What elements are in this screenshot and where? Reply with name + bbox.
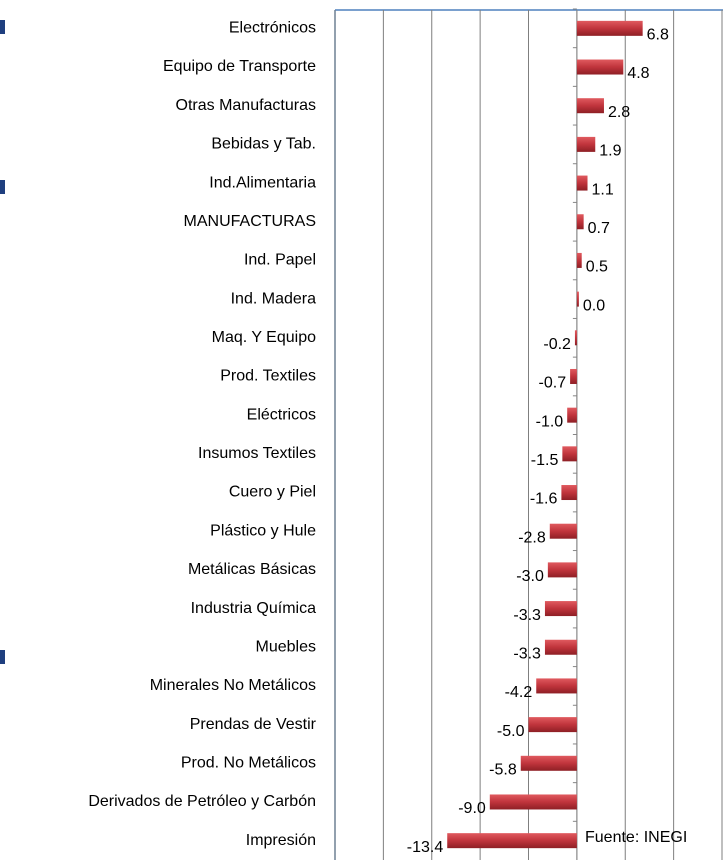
bar xyxy=(576,175,588,191)
value-label: -9.0 xyxy=(458,800,486,817)
value-label: -13.4 xyxy=(407,839,444,856)
value-label: 0.0 xyxy=(583,297,605,314)
bar xyxy=(489,794,577,810)
value-label: -2.8 xyxy=(518,529,546,546)
value-label: -1.0 xyxy=(536,413,564,430)
bar xyxy=(576,98,604,114)
value-label: -3.3 xyxy=(513,645,541,662)
category-label: Ind.Alimentaria xyxy=(209,174,316,191)
category-label: Electrónicos xyxy=(229,20,316,37)
category-label: Industria Química xyxy=(191,600,316,617)
decoration xyxy=(0,180,5,194)
category-label: Muebles xyxy=(256,638,316,655)
category-label: Derivados de Petróleo y Carbón xyxy=(88,793,316,810)
value-label: 1.9 xyxy=(599,143,621,160)
bar xyxy=(576,214,584,230)
bar xyxy=(576,20,643,36)
value-label: -5.8 xyxy=(489,762,517,779)
category-label: Metálicas Básicas xyxy=(188,561,316,578)
value-label: -1.5 xyxy=(531,452,559,469)
decoration xyxy=(0,650,5,664)
category-label: Prendas de Vestir xyxy=(190,716,317,733)
decoration xyxy=(0,20,5,34)
category-label: Prod. Textiles xyxy=(220,368,316,385)
value-label: 0.5 xyxy=(586,259,608,276)
value-label: 2.8 xyxy=(608,104,630,121)
category-label: Cuero y Piel xyxy=(229,484,316,501)
category-label: Bebidas y Tab. xyxy=(211,136,316,153)
category-label: MANUFACTURAS xyxy=(184,213,316,230)
bar xyxy=(520,755,577,771)
value-label: 6.8 xyxy=(647,27,669,44)
bar xyxy=(576,59,624,75)
value-label: -1.6 xyxy=(530,491,558,508)
value-label: -3.3 xyxy=(513,607,541,624)
bar xyxy=(536,678,577,694)
bar xyxy=(549,523,577,539)
category-label: Otras Manufacturas xyxy=(176,97,317,114)
bar xyxy=(528,717,577,733)
category-label: Maq. Y Equipo xyxy=(212,329,316,346)
category-label: Insumos Textiles xyxy=(198,445,316,462)
bar xyxy=(576,252,582,268)
bar xyxy=(544,601,577,617)
bar xyxy=(567,407,577,423)
bar xyxy=(562,446,577,462)
value-label: -4.2 xyxy=(505,684,533,701)
category-label: Impresión xyxy=(246,832,316,849)
bar xyxy=(547,562,577,578)
value-label: -5.0 xyxy=(497,723,525,740)
category-label: Prod. No Metálicos xyxy=(181,755,316,772)
category-label: Eléctricos xyxy=(247,406,316,423)
value-label: 4.8 xyxy=(627,65,649,82)
bar xyxy=(561,485,577,501)
category-label: Minerales No Metálicos xyxy=(150,677,316,694)
value-label: 1.1 xyxy=(592,181,614,198)
category-label: Ind. Madera xyxy=(231,290,316,307)
category-label: Ind. Papel xyxy=(244,252,316,269)
value-label: -0.2 xyxy=(543,336,571,353)
category-label: Equipo de Transporte xyxy=(163,58,316,75)
bar xyxy=(574,330,577,346)
annotation: Fuente: INEGI xyxy=(585,829,687,846)
bar xyxy=(570,368,577,384)
bar xyxy=(447,833,577,849)
value-label: -3.0 xyxy=(516,568,544,585)
value-label: 0.7 xyxy=(588,220,610,237)
value-label: -0.7 xyxy=(539,375,567,392)
category-label: Plástico y Hule xyxy=(210,522,316,539)
bar xyxy=(544,639,577,655)
bar xyxy=(576,291,579,307)
bar xyxy=(576,136,596,152)
